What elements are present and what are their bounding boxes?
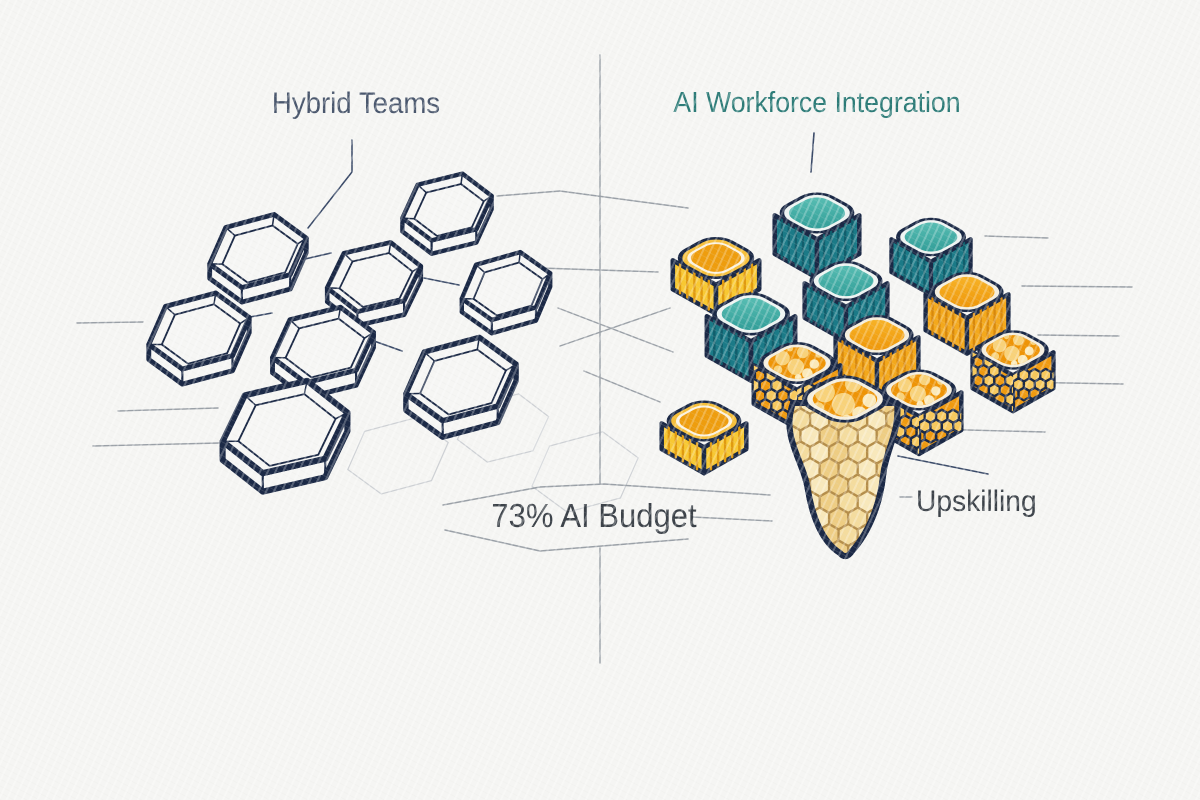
- left-section-title: Hybrid Teams: [271, 87, 441, 120]
- connector-line: [557, 307, 674, 353]
- connector-line: [984, 235, 1049, 239]
- connector-line: [691, 516, 773, 522]
- connector-line: [304, 252, 332, 260]
- connector-line: [1021, 285, 1133, 288]
- hex-tray: [146, 290, 252, 387]
- ai-budget-label: 73% AI Budget: [491, 497, 697, 534]
- connector-polyline: [307, 139, 353, 229]
- connector-polyline: [444, 529, 689, 552]
- cube-teal: [889, 217, 973, 297]
- right-section-title: AI Workforce Integration: [673, 87, 961, 119]
- connector-line: [583, 370, 661, 403]
- cube-teal: [802, 260, 890, 344]
- connector-line: [423, 277, 460, 286]
- hex-tray: [207, 211, 309, 305]
- connector-line: [810, 132, 815, 173]
- hex-tray: [400, 171, 494, 256]
- connector-line: [117, 407, 219, 412]
- connector-line: [1037, 334, 1120, 337]
- hex-tray: [459, 249, 553, 336]
- connector-polyline: [442, 483, 771, 506]
- cube-orange: [833, 314, 921, 398]
- cube-orange: [923, 271, 1011, 356]
- connector-line: [249, 312, 273, 318]
- connector-line: [539, 267, 659, 273]
- connector-line: [76, 321, 144, 324]
- upskilling-label: Upskilling: [916, 485, 1037, 518]
- cube-teal: [772, 192, 862, 281]
- cube-open: [670, 236, 762, 317]
- connector-polyline: [496, 190, 689, 209]
- connector-line: [373, 340, 403, 352]
- honey-top-blobs: [896, 373, 944, 408]
- cube-open: [659, 400, 749, 476]
- hex-tray: [219, 377, 351, 495]
- hex-tray: [324, 240, 424, 328]
- cube-honey: [970, 330, 1056, 414]
- connector-line: [92, 442, 221, 447]
- connector-line: [559, 307, 671, 347]
- hex-tray: [403, 334, 519, 440]
- connector-line: [897, 455, 989, 475]
- background-hexagon: [531, 431, 639, 513]
- background-hexagon: [456, 393, 550, 463]
- cube-teal: [704, 292, 798, 383]
